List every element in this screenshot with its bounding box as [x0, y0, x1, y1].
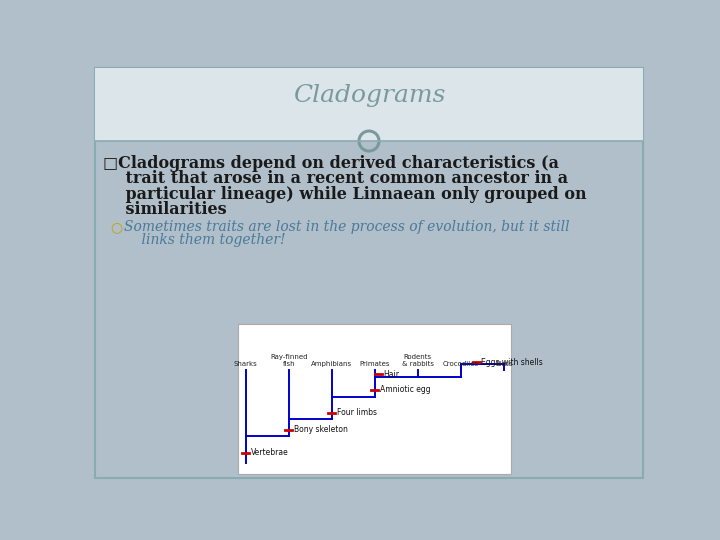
- Text: Hair: Hair: [384, 370, 400, 379]
- Text: Sometimes traits are lost in the process of evolution, but it still: Sometimes traits are lost in the process…: [124, 220, 570, 234]
- FancyBboxPatch shape: [95, 68, 643, 141]
- Text: Cladograms: Cladograms: [293, 84, 445, 107]
- Text: □Cladograms depend on derived characteristics (a: □Cladograms depend on derived characteri…: [104, 155, 559, 172]
- Text: Amphibians: Amphibians: [311, 361, 352, 367]
- Text: Vertebrae: Vertebrae: [251, 448, 289, 457]
- Text: similarities: similarities: [104, 201, 227, 218]
- Text: Four limbs: Four limbs: [337, 408, 377, 417]
- Text: Birds: Birds: [495, 361, 513, 367]
- Text: Bony skeleton: Bony skeleton: [294, 426, 348, 434]
- Text: Sharks: Sharks: [234, 361, 258, 367]
- Text: Rodents
& rabbits: Rodents & rabbits: [402, 354, 433, 367]
- Text: trait that arose in a recent common ancestor in a: trait that arose in a recent common ance…: [104, 170, 569, 187]
- Text: Amniotic egg: Amniotic egg: [379, 385, 431, 394]
- Text: Eggs with shells: Eggs with shells: [481, 357, 543, 367]
- Text: Ray-finned
fish: Ray-finned fish: [270, 354, 307, 367]
- Text: Crocodiles: Crocodiles: [443, 361, 479, 367]
- FancyBboxPatch shape: [95, 68, 643, 477]
- Text: Primates: Primates: [359, 361, 390, 367]
- Text: ○: ○: [110, 220, 122, 234]
- FancyBboxPatch shape: [238, 325, 511, 475]
- Text: particular lineage) while Linnaean only grouped on: particular lineage) while Linnaean only …: [104, 186, 587, 202]
- Text: links them together!: links them together!: [124, 233, 286, 247]
